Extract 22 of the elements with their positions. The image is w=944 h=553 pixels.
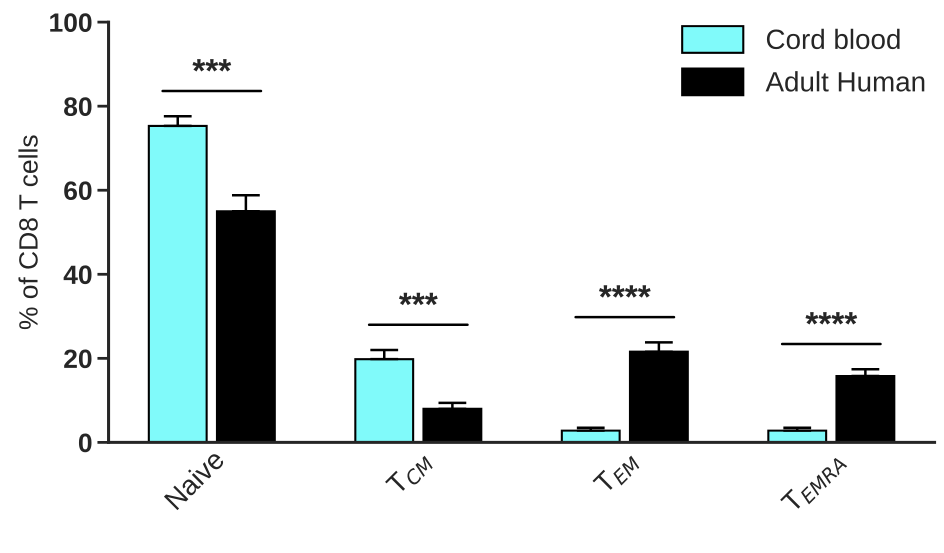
annotation: ****	[805, 312, 858, 325]
y-tick-label: 20	[64, 349, 92, 368]
x-tick-label: T$_{CM}$	[385, 449, 435, 499]
legend-label: Cord blood	[766, 28, 900, 50]
y-tick-label: 100	[50, 13, 92, 32]
annotation: ****	[598, 285, 651, 298]
bar	[216, 210, 276, 442]
bar	[835, 374, 896, 442]
y-axis-title: % of CD8 T cells	[18, 135, 38, 330]
bar	[148, 124, 208, 442]
y-tick-label: 0	[78, 434, 92, 452]
y-tick-label: 40	[64, 265, 92, 284]
x-tick-label: T$_{EMRA}$	[780, 449, 848, 516]
bar	[628, 350, 689, 442]
annotation: ***	[398, 292, 438, 306]
bar	[354, 358, 414, 442]
y-tick-label: 80	[64, 97, 92, 116]
y-tick-label: 60	[64, 181, 92, 200]
annotation: ***	[192, 59, 232, 72]
bar	[422, 408, 482, 442]
x-tick-label: T$_{EM}$	[592, 448, 642, 498]
legend-label: Adult Human	[766, 71, 924, 92]
